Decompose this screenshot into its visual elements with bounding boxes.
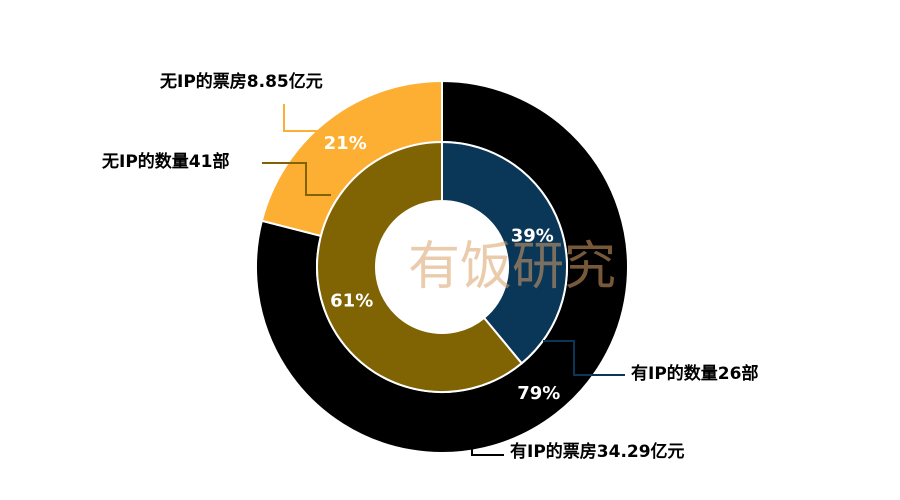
callout-no-ip-box-office: 无IP的票房8.85亿元 (160, 72, 323, 92)
callout-leader-line-1 (262, 162, 331, 196)
callout-leader-line-3 (471, 448, 504, 456)
callout-ip-box-office: 有IP的票房34.29亿元 (510, 442, 685, 462)
callout-leader-line-0 (283, 104, 331, 132)
callout-leader-line-2 (543, 340, 625, 376)
slice-label-group: 79% 21% 39% 61% (324, 133, 561, 404)
inner-ring-slice-0-label: 39% (511, 226, 554, 247)
inner-ring-slice-1-label: 61% (330, 291, 373, 312)
callout-ip-count: 有IP的数量26部 (631, 364, 759, 384)
callout-no-ip-count: 无IP的数量41部 (102, 152, 230, 172)
watermark-text: 有饭研究 (408, 237, 616, 297)
outer-ring-slice-0-label: 79% (517, 383, 560, 404)
donut-hole (376, 201, 508, 333)
outer-ring-slice-1-label: 21% (324, 133, 367, 154)
